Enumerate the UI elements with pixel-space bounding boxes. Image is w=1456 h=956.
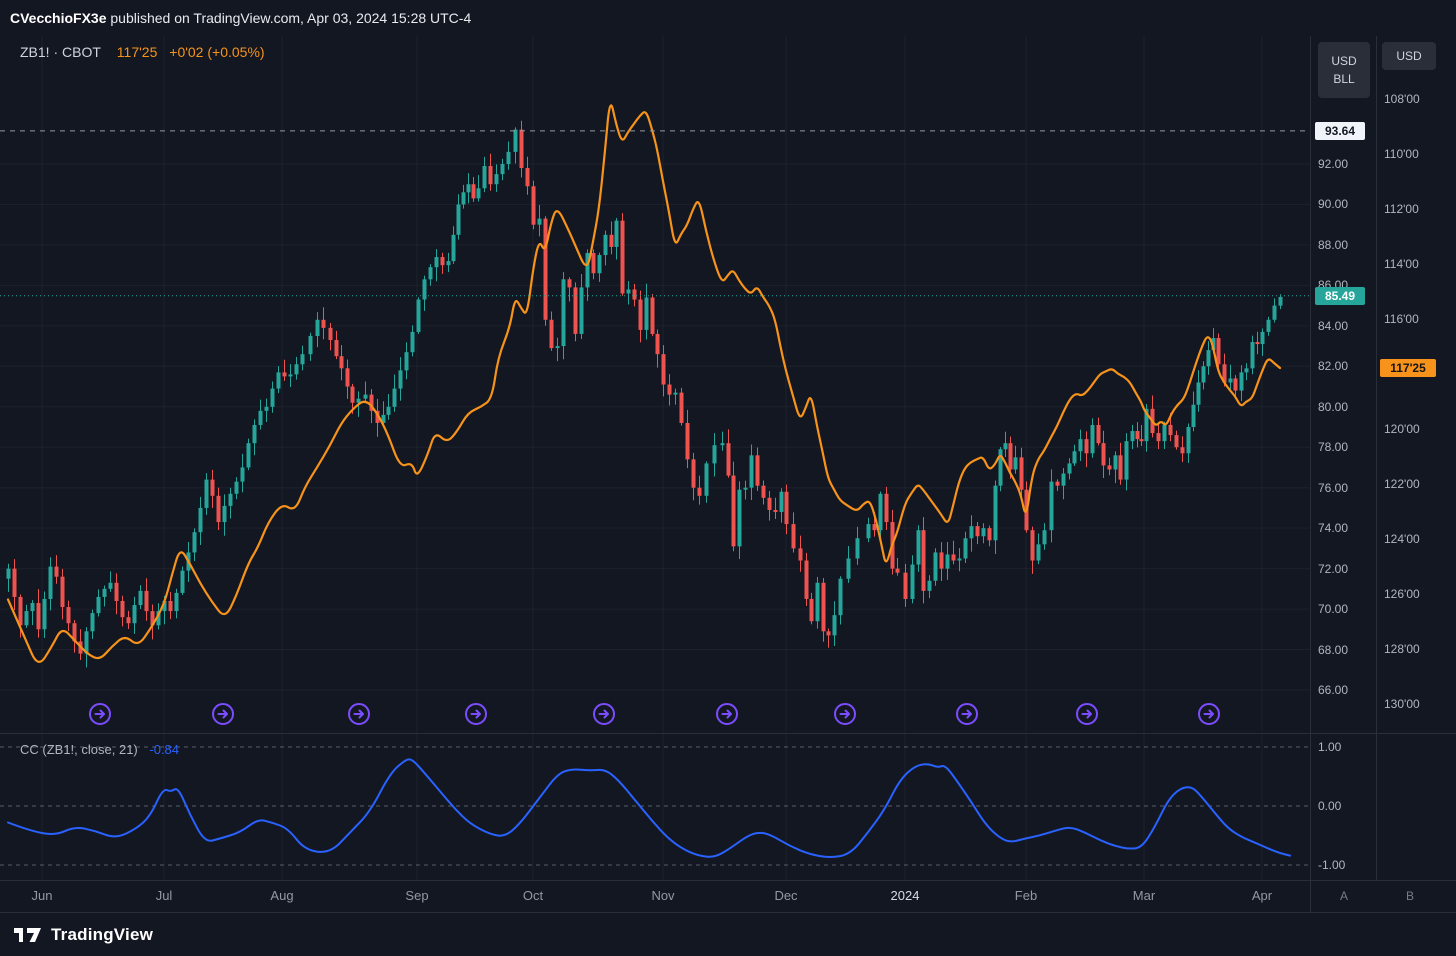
price-tick-a: 68.00 [1318,643,1348,657]
contract-rollover-marker[interactable] [90,704,110,724]
time-tick-label: Jul [156,888,173,903]
price-tick-a: 84.00 [1318,319,1348,333]
tradingview-logo [14,925,42,945]
price-tick-b: 126'00 [1384,587,1420,601]
last-price-label: 85.49 [1315,287,1365,305]
publish-header: CVecchioFX3e published on TradingView.co… [10,0,471,36]
tradingview-footer[interactable]: TradingView [0,912,1456,956]
dual-scale-separator [1376,36,1377,880]
time-tick-label: Sep [405,888,428,903]
indicator-tick: -1.00 [1318,858,1345,872]
price-tick-a: 88.00 [1318,238,1348,252]
price-tick-a: 82.00 [1318,359,1348,373]
price-tick-a: 74.00 [1318,521,1348,535]
price-tick-b: 114'00 [1384,257,1419,271]
overlay-line-series[interactable] [8,105,1280,661]
price-tick-a: 80.00 [1318,400,1348,414]
price-tick-b: 124'00 [1384,532,1420,546]
time-tick-label: Dec [774,888,797,903]
price-tick-a: 70.00 [1318,602,1348,616]
price-scale-b[interactable]: 108'00 110'00 112'00 114'00 116'00 120'00 122'… [1384,0,1454,912]
price-tick-b: 116'00 [1384,312,1419,326]
indicator-title[interactable]: CC (ZB1!, close, 21) [20,742,138,757]
pane-separator[interactable] [0,733,1456,734]
tradingview-brand: TradingView [51,925,153,945]
indicator-tick: 1.00 [1318,740,1341,754]
symbol-price: 117'25 [117,44,158,60]
tradingview-published-chart: CVecchioFX3e published on TradingView.co… [0,0,1456,956]
price-tick-b: 110'00 [1384,147,1419,161]
scale-b-corner-label: B [1406,889,1414,903]
scale-a-corner-label: A [1340,889,1348,903]
contract-rollover-marker[interactable] [717,704,737,724]
contract-rollover-marker[interactable] [1199,704,1219,724]
time-tick-label: Aug [270,888,293,903]
scale-a-unit-line1: USD [1331,54,1356,68]
time-tick-label: 2024 [891,888,920,903]
publisher-name: CVecchioFX3e [10,10,107,26]
time-tick-label: Mar [1133,888,1155,903]
price-tick-a: 78.00 [1318,440,1348,454]
time-tick-label: Oct [523,888,543,903]
price-tick-b: 130'00 [1384,697,1420,711]
scale-b-unit-button[interactable]: USD [1382,42,1436,70]
time-tick-label: Feb [1015,888,1037,903]
correlation-series[interactable] [8,759,1290,857]
indicator-legend: CC (ZB1!, close, 21) -0.84 [20,742,179,757]
time-axis[interactable]: A B Jun Jul Aug Sep Oct Nov Dec 2024 Feb Mar Apr [0,880,1456,912]
scale-a-unit-button[interactable]: USD BLL [1318,42,1370,98]
indicator-value: -0.84 [149,742,179,757]
price-tick-b: 120'00 [1384,422,1420,436]
chart-canvas[interactable] [0,0,1456,956]
time-tick-label: Nov [651,888,674,903]
price-axis-separator [1310,36,1311,912]
contract-rollover-marker[interactable] [594,704,614,724]
price-tick-b: 108'00 [1384,92,1420,106]
contract-rollover-marker[interactable] [835,704,855,724]
indicator-tick: 0.00 [1318,799,1341,813]
price-tick-a: 66.00 [1318,683,1348,697]
contract-rollover-marker[interactable] [1077,704,1097,724]
symbol-change: +0'02 (+0.05%) [169,44,264,60]
contract-rollover-marker[interactable] [349,704,369,724]
publish-info: published on TradingView.com, Apr 03, 20… [107,10,472,26]
time-tick-label: Jun [32,888,53,903]
price-tick-b: 128'00 [1384,642,1420,656]
price-tick-b: 122'00 [1384,477,1420,491]
symbol-legend: ZB1! · CBOT 117'25 +0'02 (+0.05%) [20,44,265,60]
contract-rollover-marker[interactable] [466,704,486,724]
symbol-name[interactable]: ZB1! · CBOT [20,44,101,60]
price-tick-a: 72.00 [1318,562,1348,576]
overlay-last-price-label: 117'25 [1380,359,1436,377]
rollover-markers [90,704,1219,724]
scale-a-unit-line2: BLL [1333,72,1354,86]
level-price-label[interactable]: 93.64 [1315,122,1365,140]
price-tick-a: 76.00 [1318,481,1348,495]
candlestick-series[interactable] [7,121,1283,668]
price-tick-b: 112'00 [1384,202,1419,216]
price-tick-a: 92.00 [1318,157,1348,171]
contract-rollover-marker[interactable] [957,704,977,724]
contract-rollover-marker[interactable] [213,704,233,724]
time-tick-label: Apr [1252,888,1272,903]
price-tick-a: 90.00 [1318,197,1348,211]
scale-b-unit-label: USD [1396,49,1421,63]
